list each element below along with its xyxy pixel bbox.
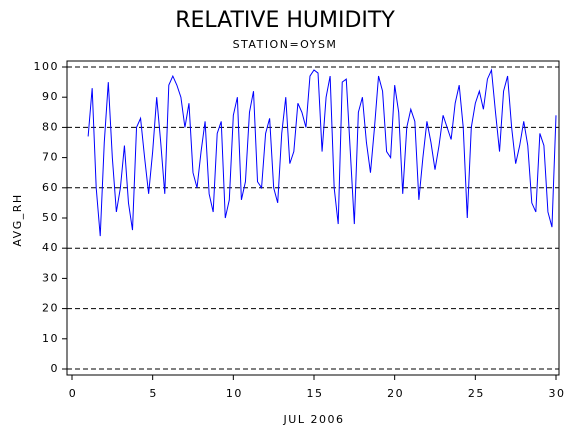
y-tick-label: 100 [34, 60, 60, 73]
x-axis-label: JUL 2006 [283, 413, 345, 426]
y-tick-label: 30 [42, 271, 59, 284]
y-tick-label: 40 [42, 241, 59, 254]
y-tick-label: 20 [42, 302, 59, 315]
x-tick-label: 20 [387, 387, 404, 400]
data-line [87, 68, 557, 237]
x-tick-label: 25 [468, 387, 485, 400]
y-tick-label: 0 [51, 362, 60, 375]
x-tick-label: 30 [549, 387, 566, 400]
plot-frame [66, 60, 560, 376]
x-tick-label: 10 [226, 387, 243, 400]
x-tick-label: 0 [69, 387, 78, 400]
x-tick-label: 15 [307, 387, 324, 400]
y-axis-label: AVG_RH [11, 193, 24, 246]
y-tick-label: 70 [42, 151, 59, 164]
chart-subtitle: STATION=OYSM [233, 38, 338, 51]
y-tick-label: 10 [42, 332, 59, 345]
y-tick-label: 80 [42, 120, 59, 133]
y-tick-label: 50 [42, 211, 59, 224]
y-tick-label: 60 [42, 181, 59, 194]
x-tick-label: 5 [149, 387, 158, 400]
y-tick-label: 90 [42, 90, 59, 103]
chart-title: RELATIVE HUMIDITY [175, 8, 395, 33]
